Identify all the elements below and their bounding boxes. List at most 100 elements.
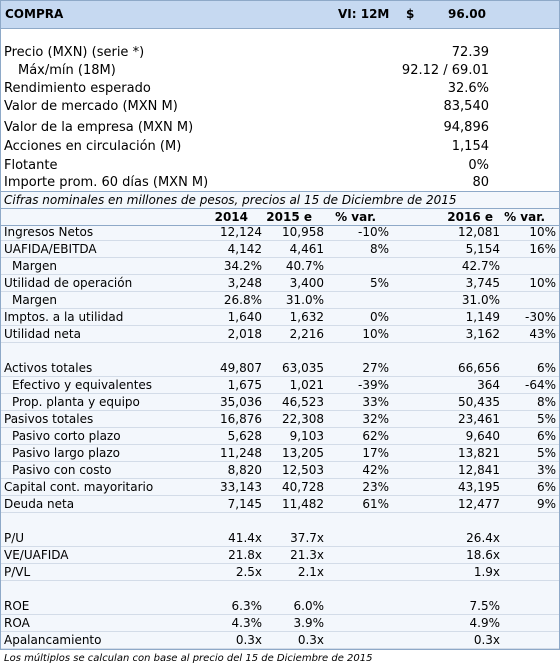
cell-value: 1,632 <box>289 310 324 324</box>
target-label: VI: 12M <box>338 7 390 21</box>
cell-value: 40,728 <box>282 480 324 494</box>
cell-value: 41.4x <box>228 531 262 545</box>
cell-value: 10,958 <box>282 225 324 239</box>
row-label: P/VL <box>4 565 31 579</box>
cell-value: 1,149 <box>465 310 500 324</box>
summary-label: Valor de mercado (MXN M) <box>4 99 178 114</box>
column-header: 2015 e <box>266 210 312 224</box>
cell-value: 33,143 <box>220 480 262 494</box>
summary-label: Flotante <box>4 158 58 173</box>
cell-value: 49,807 <box>220 361 262 375</box>
cell-value: 42.7% <box>461 259 500 273</box>
cell-value: 63,035 <box>282 361 324 375</box>
row-rule <box>1 444 559 445</box>
cell-value: 3.9% <box>293 616 325 630</box>
row-label: P/U <box>4 531 25 545</box>
cell-value: 43% <box>529 327 556 341</box>
cell-value: 17% <box>362 446 389 460</box>
row-label: Utilidad de operación <box>4 276 133 290</box>
table-header-rule <box>0 208 560 226</box>
row-rule <box>1 410 559 411</box>
row-rule <box>1 631 559 632</box>
summary-label: Acciones en circulación (M) <box>4 139 182 154</box>
cell-value: 1,675 <box>227 378 262 392</box>
column-header: 2014 <box>214 210 248 224</box>
cell-value: -39% <box>357 378 389 392</box>
row-rule <box>1 648 559 649</box>
row-label: Imptos. a la utilidad <box>4 310 124 324</box>
cell-value: 11,482 <box>282 497 324 511</box>
row-rule <box>1 257 559 258</box>
cell-value: 3,745 <box>465 276 500 290</box>
cell-value: -10% <box>357 225 389 239</box>
cell-value: 6% <box>536 480 556 494</box>
cell-value: 40.7% <box>285 259 324 273</box>
cell-value: 7.5% <box>469 599 501 613</box>
cell-value: 0% <box>369 310 389 324</box>
cell-value: 8,820 <box>227 463 262 477</box>
row-label: VE/UAFIDA <box>4 548 69 562</box>
summary-label: Valor de la empresa (MXN M) <box>4 120 194 135</box>
cell-value: 1,021 <box>289 378 324 392</box>
cell-value: 2,216 <box>289 327 324 341</box>
row-label: ROA <box>4 616 30 630</box>
cell-value: 3% <box>536 463 556 477</box>
cell-value: 26.8% <box>223 293 262 307</box>
row-label: Margen <box>12 293 58 307</box>
header-title: COMPRA <box>5 7 64 21</box>
row-rule <box>1 427 559 428</box>
row-rule <box>1 342 559 343</box>
row-label: Utilidad neta <box>4 327 81 341</box>
cell-value: 6.3% <box>231 599 263 613</box>
row-label: Efectivo y equivalentes <box>12 378 153 392</box>
row-label: UAFIDA/EBITDA <box>4 242 97 256</box>
row-rule <box>1 274 559 275</box>
cell-value: 32% <box>362 412 389 426</box>
row-rule <box>1 240 559 241</box>
cell-value: 9% <box>536 497 556 511</box>
cell-value: 42% <box>362 463 389 477</box>
row-rule <box>1 614 559 615</box>
row-rule <box>1 580 559 581</box>
cell-value: 3,162 <box>465 327 500 341</box>
table-note: Cifras nominales en millones de pesos, p… <box>4 193 457 207</box>
row-label: Pasivo largo plazo <box>12 446 121 460</box>
cell-value: 16,876 <box>220 412 262 426</box>
cell-value: 0.3x <box>235 633 262 647</box>
cell-value: 12,477 <box>458 497 500 511</box>
summary-label: Máx/mín (18M) <box>18 63 116 78</box>
table-box <box>0 191 560 650</box>
cell-value: 31.0% <box>285 293 324 307</box>
cell-value: 33% <box>362 395 389 409</box>
row-rule <box>1 478 559 479</box>
summary-value: 72.39 <box>451 45 489 60</box>
summary-value: 94,896 <box>443 120 490 135</box>
row-label: ROE <box>4 599 30 613</box>
cell-value: 62% <box>362 429 389 443</box>
target-price: 96.00 <box>448 7 486 21</box>
summary-label: Precio (MXN) (serie *) <box>4 45 145 60</box>
currency: $ <box>406 7 415 21</box>
cell-value: 23% <box>362 480 389 494</box>
cell-value: 10% <box>362 327 389 341</box>
row-label: Margen <box>12 259 58 273</box>
cell-value: -30% <box>524 310 556 324</box>
cell-value: 12,081 <box>458 225 500 239</box>
cell-value: 23,461 <box>458 412 500 426</box>
summary-value: 92.12 / 69.01 <box>401 63 489 78</box>
header-bar <box>0 0 560 29</box>
row-label: Prop. planta y equipo <box>12 395 140 409</box>
cell-value: 9,103 <box>289 429 324 443</box>
row-rule <box>1 308 559 309</box>
cell-value: 4.9% <box>469 616 501 630</box>
row-rule <box>1 563 559 564</box>
row-label: Activos totales <box>4 361 93 375</box>
row-label: Apalancamiento <box>4 633 102 647</box>
cell-value: 4,142 <box>227 242 262 256</box>
cell-value: 66,656 <box>458 361 500 375</box>
summary-value: 80 <box>472 175 489 190</box>
cell-value: 10% <box>529 276 556 290</box>
cell-value: 1,640 <box>227 310 262 324</box>
cell-value: 9,640 <box>465 429 500 443</box>
